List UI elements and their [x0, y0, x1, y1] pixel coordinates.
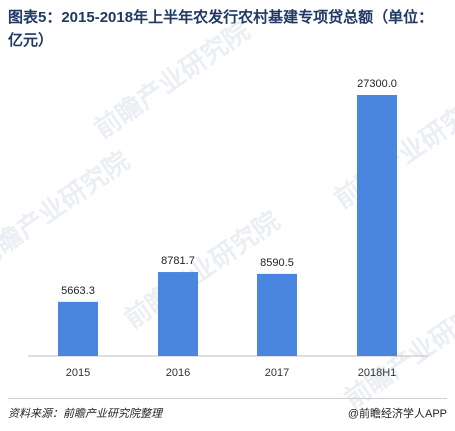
- brand-note: @前瞻经济学人APP: [347, 408, 447, 420]
- x-tick-2017: 2017: [265, 367, 289, 379]
- source-note: 资料来源：前瞻产业研究院整理: [8, 408, 162, 420]
- data-label-2017: 8590.5: [260, 257, 294, 269]
- bar-2015: [58, 301, 98, 356]
- data-label-2018H1: 27300.0: [357, 78, 397, 90]
- bar-2018H1: [357, 95, 397, 356]
- x-tick-2015: 2015: [66, 367, 90, 379]
- data-label-2015: 5663.3: [61, 285, 95, 297]
- bar-2017: [257, 273, 297, 356]
- data-label-2016: 8781.7: [161, 255, 195, 267]
- x-tick-2016: 2016: [166, 367, 190, 379]
- x-tick-2018H1: 2018H1: [358, 367, 397, 379]
- bar-2016: [158, 272, 198, 356]
- chart-title: 图表5：2015-2018年上半年农发行农村基建专项贷总额（单位：亿元）: [8, 9, 434, 49]
- footer-divider: [8, 398, 447, 399]
